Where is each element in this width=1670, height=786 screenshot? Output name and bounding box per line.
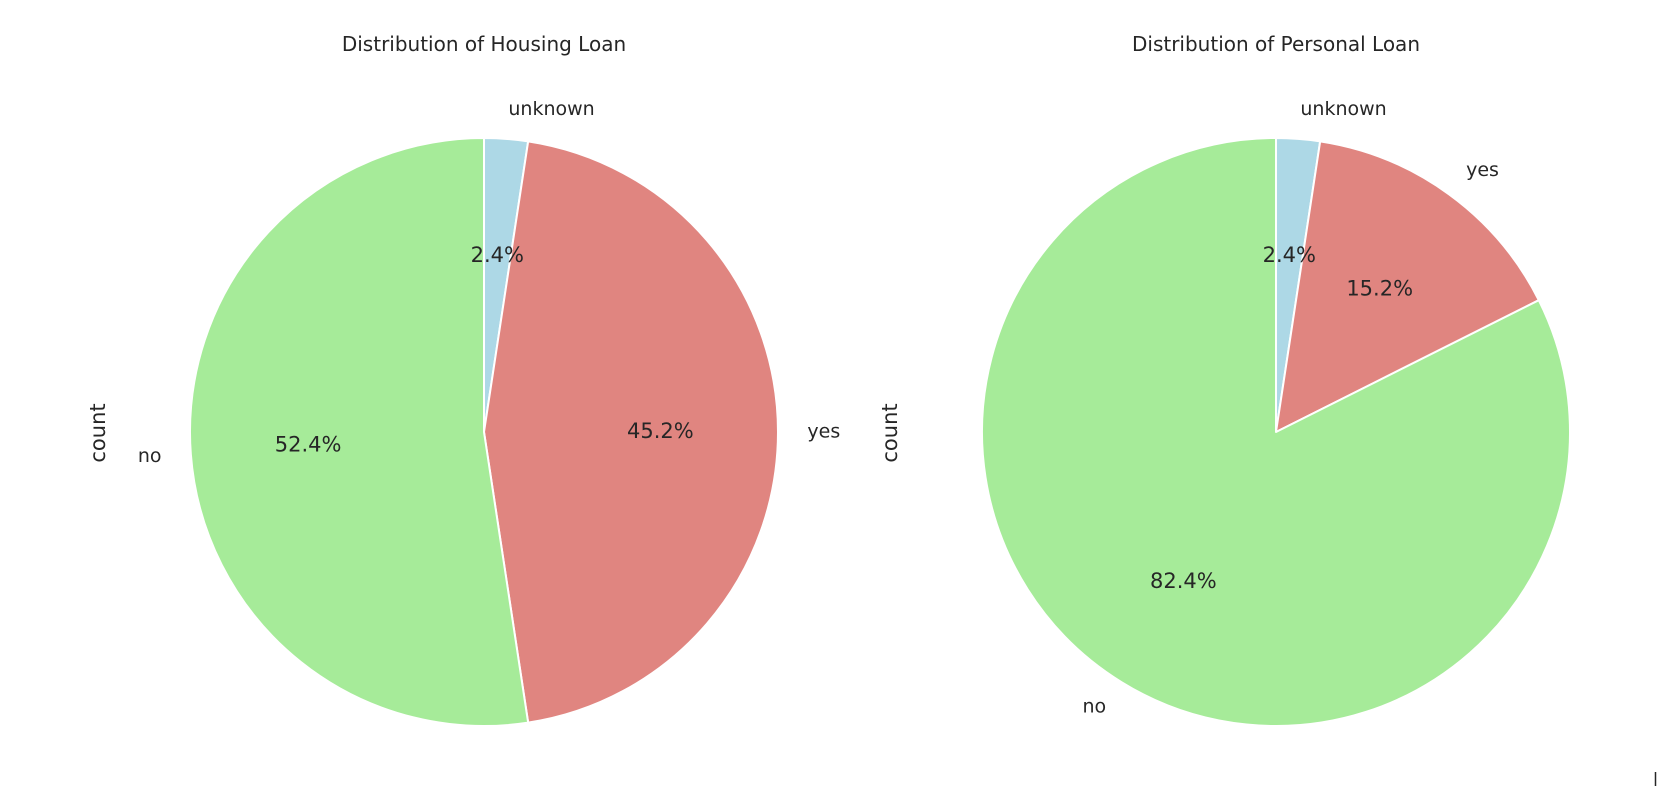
slice-percent-no: 52.4% — [275, 432, 342, 456]
slice-label-unknown: unknown — [1300, 98, 1386, 120]
pie-slice-no — [981, 137, 1571, 727]
slice-label-no: no — [1082, 696, 1106, 718]
chart-title: Distribution of Housing Loan — [342, 32, 626, 56]
pie-chart-personal-loan: unknown 2.4% yes 15.2% no 82.4% — [981, 98, 1571, 727]
chart-title: Distribution of Personal Loan — [1132, 32, 1420, 56]
chart-panel-housing-loan: Distribution of Housing Loan count unkno… — [86, 32, 840, 727]
slice-label-unknown: unknown — [508, 98, 594, 120]
slice-label-yes: yes — [1466, 159, 1499, 181]
slice-percent-unknown: 2.4% — [471, 243, 524, 267]
pie-slice-yes — [1275, 140, 1540, 433]
y-axis-label: count — [86, 403, 110, 462]
slice-percent-unknown: 2.4% — [1263, 243, 1316, 267]
slice-percent-yes: 15.2% — [1346, 276, 1413, 300]
slice-percent-yes: 45.2% — [627, 419, 694, 443]
pie-slice-no — [189, 137, 530, 727]
chart-panel-personal-loan: Distribution of Personal Loan count unkn… — [878, 32, 1571, 727]
pie-slice-yes — [483, 140, 779, 724]
slice-label-no: no — [138, 445, 162, 467]
y-axis-label: count — [878, 403, 902, 462]
slice-label-yes: yes — [807, 421, 840, 443]
slice-percent-no: 82.4% — [1150, 569, 1217, 593]
pie-chart-housing-loan: unknown 2.4% yes 45.2% no 52.4% — [138, 98, 840, 727]
